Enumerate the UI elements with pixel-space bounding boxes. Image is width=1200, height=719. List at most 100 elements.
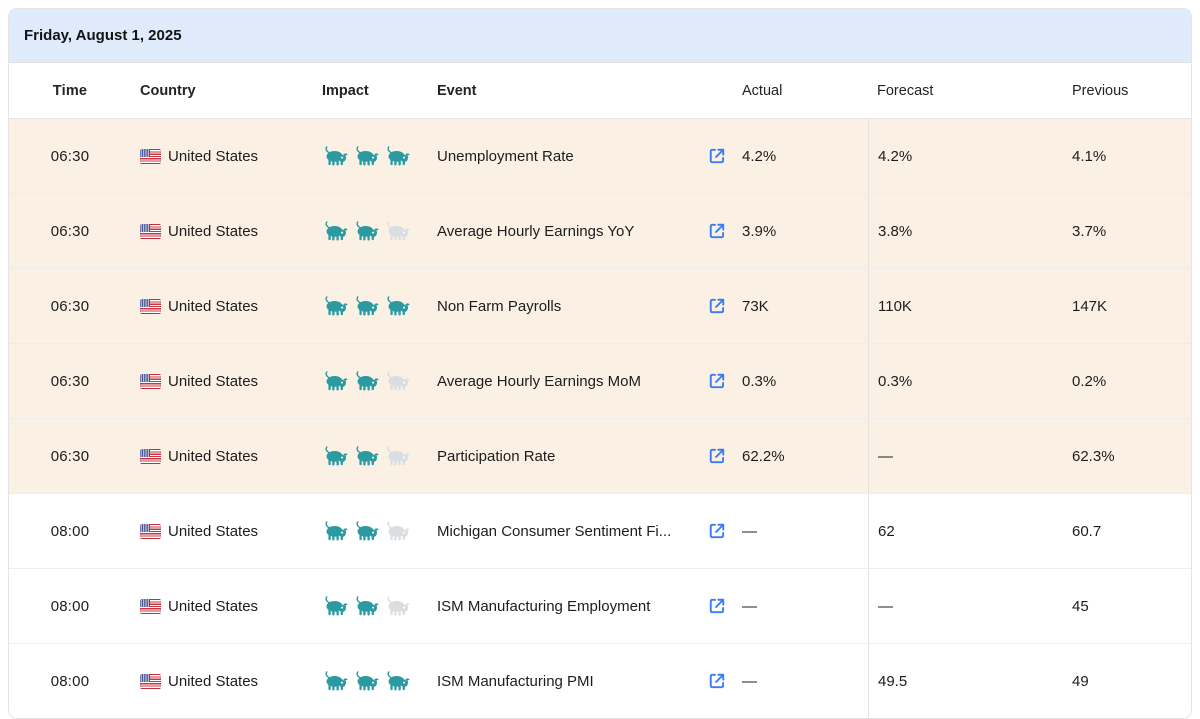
event-label: Unemployment Rate	[437, 147, 574, 165]
event-label: ISM Manufacturing PMI	[437, 672, 594, 690]
link-cell	[698, 296, 733, 316]
impact-cell	[313, 221, 428, 241]
external-link-icon[interactable]	[707, 371, 727, 391]
event-label: Michigan Consumer Sentiment Fi...	[437, 522, 672, 540]
forecast-cell: 3.8%	[868, 194, 1063, 268]
country-cell: United States	[131, 448, 313, 465]
time-value: 08:00	[50, 522, 90, 540]
country-label: United States	[168, 447, 259, 465]
us-flag-icon	[140, 298, 161, 314]
previous-value: 62.3%	[1072, 447, 1115, 465]
impact-bull-icon	[322, 146, 348, 166]
link-cell	[698, 446, 733, 466]
impact-bull-icon	[384, 596, 410, 616]
impact-bull-icon	[384, 446, 410, 466]
external-link-icon[interactable]	[707, 221, 727, 241]
table-body: 06:30 United States Unemployment Rate 4.…	[9, 119, 1191, 718]
country-label: United States	[168, 597, 259, 615]
country-label: United States	[168, 522, 259, 540]
event-cell: Non Farm Payrolls	[428, 298, 698, 315]
impact-bull-icon	[384, 146, 410, 166]
table-row: 08:00 United States Michigan Consumer Se…	[9, 493, 1191, 568]
link-cell	[698, 146, 733, 166]
external-link-icon[interactable]	[707, 296, 727, 316]
impact-cell	[313, 146, 428, 166]
column-header-country: Country	[140, 82, 196, 99]
actual-value: 0.3%	[742, 372, 777, 390]
country-label: United States	[168, 297, 259, 315]
previous-value: 60.7	[1072, 522, 1102, 540]
previous-value: 4.1%	[1072, 147, 1107, 165]
impact-bull-icon	[384, 296, 410, 316]
time-cell: 08:00	[9, 598, 131, 615]
table-row: 06:30 United States Participation Rate 6…	[9, 418, 1191, 493]
event-label: ISM Manufacturing Employment	[437, 597, 651, 615]
time-value: 08:00	[50, 597, 90, 615]
impact-bull-icon	[384, 371, 410, 391]
country-label: United States	[168, 222, 259, 240]
table-row: 06:30 United States Average Hourly Earni…	[9, 193, 1191, 268]
external-link-icon[interactable]	[707, 596, 727, 616]
impact-bull-icon	[353, 371, 379, 391]
forecast-cell: 49.5	[868, 644, 1063, 718]
forecast-cell: —	[868, 419, 1063, 493]
impact-cell	[313, 521, 428, 541]
actual-cell: 73K	[733, 298, 868, 315]
us-flag-icon	[140, 148, 161, 164]
external-link-icon[interactable]	[707, 446, 727, 466]
column-header-event: Event	[437, 82, 477, 99]
impact-bull-icon	[353, 296, 379, 316]
impact-cell	[313, 371, 428, 391]
previous-cell: 3.7%	[1063, 223, 1191, 240]
forecast-cell: 110K	[868, 269, 1063, 343]
date-header-bar: Friday, August 1, 2025	[9, 9, 1191, 63]
actual-cell: —	[733, 673, 868, 690]
impact-bull-icon	[322, 371, 348, 391]
previous-value: 3.7%	[1072, 222, 1107, 240]
actual-value: 3.9%	[742, 222, 777, 240]
impact-cell	[313, 446, 428, 466]
event-cell: Average Hourly Earnings YoY	[428, 223, 698, 240]
event-cell: Participation Rate	[428, 448, 698, 465]
forecast-cell: 62	[868, 494, 1063, 568]
us-flag-icon	[140, 523, 161, 539]
table-row: 06:30 United States Unemployment Rate 4.…	[9, 119, 1191, 193]
us-flag-icon	[140, 448, 161, 464]
previous-cell: 60.7	[1063, 523, 1191, 540]
time-value: 06:30	[50, 372, 90, 390]
event-cell: Average Hourly Earnings MoM	[428, 373, 698, 390]
time-value: 06:30	[50, 297, 90, 315]
actual-value: 73K	[742, 297, 769, 315]
previous-cell: 0.2%	[1063, 373, 1191, 390]
column-header-actual: Actual	[742, 82, 783, 99]
external-link-icon[interactable]	[707, 146, 727, 166]
country-cell: United States	[131, 373, 313, 390]
impact-bull-icon	[353, 521, 379, 541]
country-cell: United States	[131, 223, 313, 240]
event-cell: ISM Manufacturing Employment	[428, 598, 698, 615]
impact-bull-icon	[384, 521, 410, 541]
country-cell: United States	[131, 148, 313, 165]
column-header-previous: Previous	[1072, 82, 1129, 99]
actual-cell: —	[733, 523, 868, 540]
external-link-icon[interactable]	[707, 671, 727, 691]
event-cell: ISM Manufacturing PMI	[428, 673, 698, 690]
previous-cell: 62.3%	[1063, 448, 1191, 465]
time-cell: 06:30	[9, 373, 131, 390]
table-row: 08:00 United States ISM Manufacturing PM…	[9, 643, 1191, 718]
forecast-cell: —	[868, 569, 1063, 643]
impact-cell	[313, 671, 428, 691]
impact-bull-icon	[353, 446, 379, 466]
country-cell: United States	[131, 673, 313, 690]
link-cell	[698, 521, 733, 541]
actual-value: —	[742, 672, 757, 690]
impact-bull-icon	[322, 671, 348, 691]
impact-bull-icon	[384, 671, 410, 691]
event-label: Non Farm Payrolls	[437, 297, 562, 315]
previous-cell: 45	[1063, 598, 1191, 615]
link-cell	[698, 596, 733, 616]
country-label: United States	[168, 372, 259, 390]
forecast-value: 49.5	[878, 672, 908, 690]
external-link-icon[interactable]	[707, 521, 727, 541]
actual-value: 62.2%	[742, 447, 785, 465]
